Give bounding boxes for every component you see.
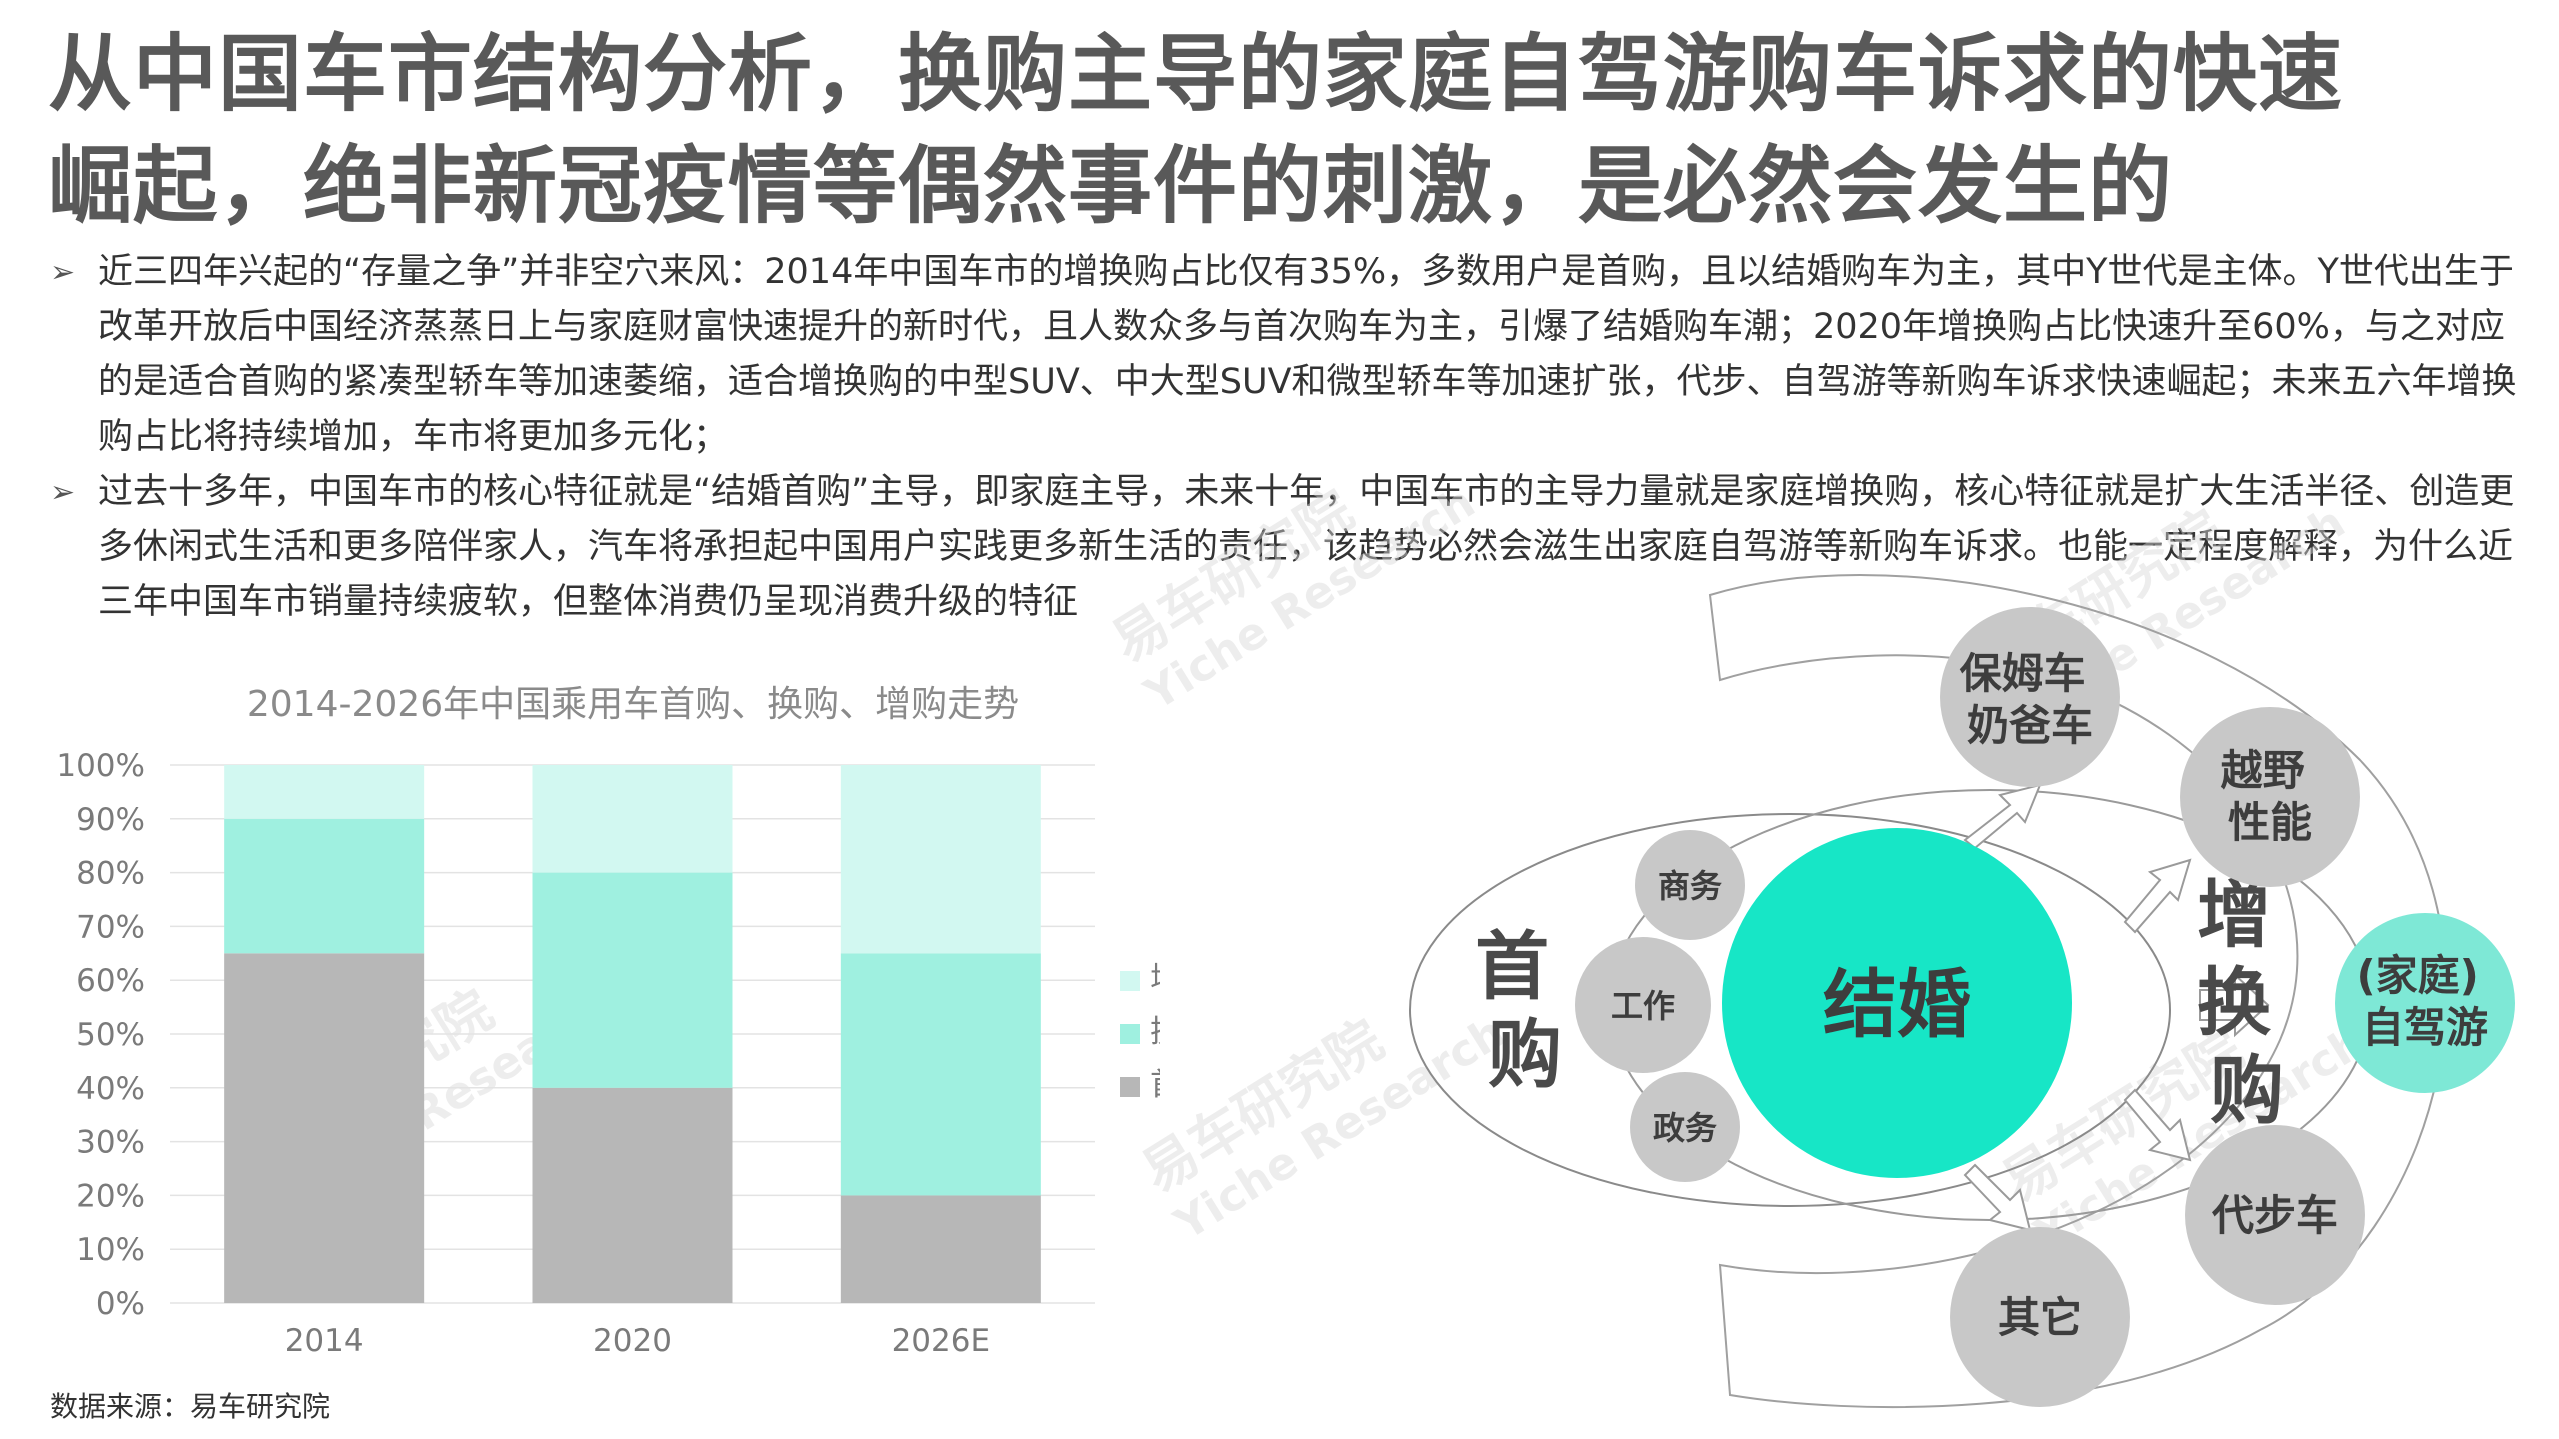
road-trip-label: (家庭) 自驾游 bbox=[2356, 951, 2493, 1052]
y-tick-label: 90% bbox=[76, 802, 145, 838]
legend-label: 首购 bbox=[1150, 1067, 1160, 1103]
offroad-circle bbox=[2180, 707, 2360, 887]
title-line-1: 从中国车市结构分析，换购主导的家庭自驾游购车诉求的快速 bbox=[48, 25, 2344, 123]
legend-swatch bbox=[1120, 971, 1140, 991]
bullet-list: ➢ 近三四年兴起的“存量之争”并非空穴来风：2014年中国车市的增换购占比仅有3… bbox=[48, 245, 2518, 630]
legend-swatch bbox=[1120, 1077, 1140, 1097]
bullet-text: 近三四年兴起的“存量之争”并非空穴来风：2014年中国车市的增换购占比仅有35%… bbox=[98, 252, 2517, 457]
bar-segment bbox=[224, 765, 425, 819]
y-tick-label: 60% bbox=[76, 963, 145, 999]
y-tick-label: 0% bbox=[96, 1286, 145, 1322]
chart-title: 2014-2026年中国乘用车首购、换购、增购走势 bbox=[247, 684, 1019, 725]
y-tick-label: 80% bbox=[76, 856, 145, 892]
arrow-bullet-icon: ➢ bbox=[50, 475, 76, 510]
x-tick-label: 2014 bbox=[285, 1323, 364, 1359]
commute-car-label: 代步车 bbox=[2211, 1191, 2338, 1240]
x-tick-label: 2026E bbox=[892, 1323, 990, 1359]
business-label: 商务 bbox=[1658, 867, 1722, 905]
bar-segment bbox=[840, 953, 1041, 1196]
y-tick-label: 30% bbox=[76, 1125, 145, 1161]
legend-label: 换购 bbox=[1150, 1014, 1160, 1050]
bar-segment bbox=[532, 765, 733, 873]
title-line-2: 崛起，绝非新冠疫情等偶然事件的刺激，是必然会发生的 bbox=[48, 137, 2174, 235]
work-circle bbox=[1575, 937, 1711, 1073]
first-buy-label: 首 购 bbox=[1475, 924, 1575, 1098]
government-circle bbox=[1630, 1072, 1740, 1182]
x-tick-label: 2020 bbox=[593, 1323, 672, 1359]
other-circle bbox=[1950, 1227, 2130, 1407]
legend-label: 增购 bbox=[1150, 961, 1160, 997]
y-tick-label: 20% bbox=[76, 1178, 145, 1214]
arrow-icon bbox=[1963, 783, 2042, 850]
business-circle bbox=[1635, 830, 1745, 940]
y-tick-label: 10% bbox=[76, 1232, 145, 1268]
offroad-label: 越野 性能 bbox=[2221, 746, 2320, 847]
y-tick-label: 100% bbox=[56, 748, 145, 784]
stacked-bar-chart: 2014-2026年中国乘用车首购、换购、增购走势 0% 10% 20% 30% 40%… bbox=[56, 684, 1160, 1359]
bar-segment bbox=[224, 953, 425, 1303]
government-label: 政务 bbox=[1653, 1109, 1717, 1147]
bullet-text: 过去十多年，中国车市的核心特征就是“结婚首购”主导，即家庭主导，未来十年，中国车… bbox=[98, 472, 2515, 622]
bar-segment bbox=[532, 1087, 733, 1303]
bullet-item: ➢ 过去十多年，中国车市的核心特征就是“结婚首购”主导，即家庭主导，未来十年，中… bbox=[48, 465, 2518, 630]
bar-segment bbox=[224, 818, 425, 954]
other-label: 其它 bbox=[1998, 1293, 2082, 1342]
page-title: 从中国车市结构分析，换购主导的家庭自驾游购车诉求的快速 崛起，绝非新冠疫情等偶然… bbox=[48, 18, 2518, 242]
data-source-note: 数据来源：易车研究院 bbox=[50, 1390, 331, 1423]
legend-swatch bbox=[1120, 1024, 1140, 1044]
work-label: 工作 bbox=[1611, 987, 1675, 1025]
y-tick-label: 40% bbox=[76, 1071, 145, 1107]
bullet-item: ➢ 近三四年兴起的“存量之争”并非空穴来风：2014年中国车市的增换购占比仅有3… bbox=[48, 245, 2518, 465]
arrow-icon bbox=[2123, 858, 2192, 934]
marriage-label: 结婚 bbox=[1823, 962, 1971, 1048]
marriage-circle bbox=[1722, 828, 2072, 1178]
arrow-bullet-icon: ➢ bbox=[50, 255, 76, 290]
y-tick-label: 70% bbox=[76, 909, 145, 945]
bar-segment bbox=[840, 765, 1041, 954]
y-tick-label: 50% bbox=[76, 1017, 145, 1053]
bar-segment bbox=[840, 1195, 1041, 1303]
bar-segment bbox=[532, 872, 733, 1088]
